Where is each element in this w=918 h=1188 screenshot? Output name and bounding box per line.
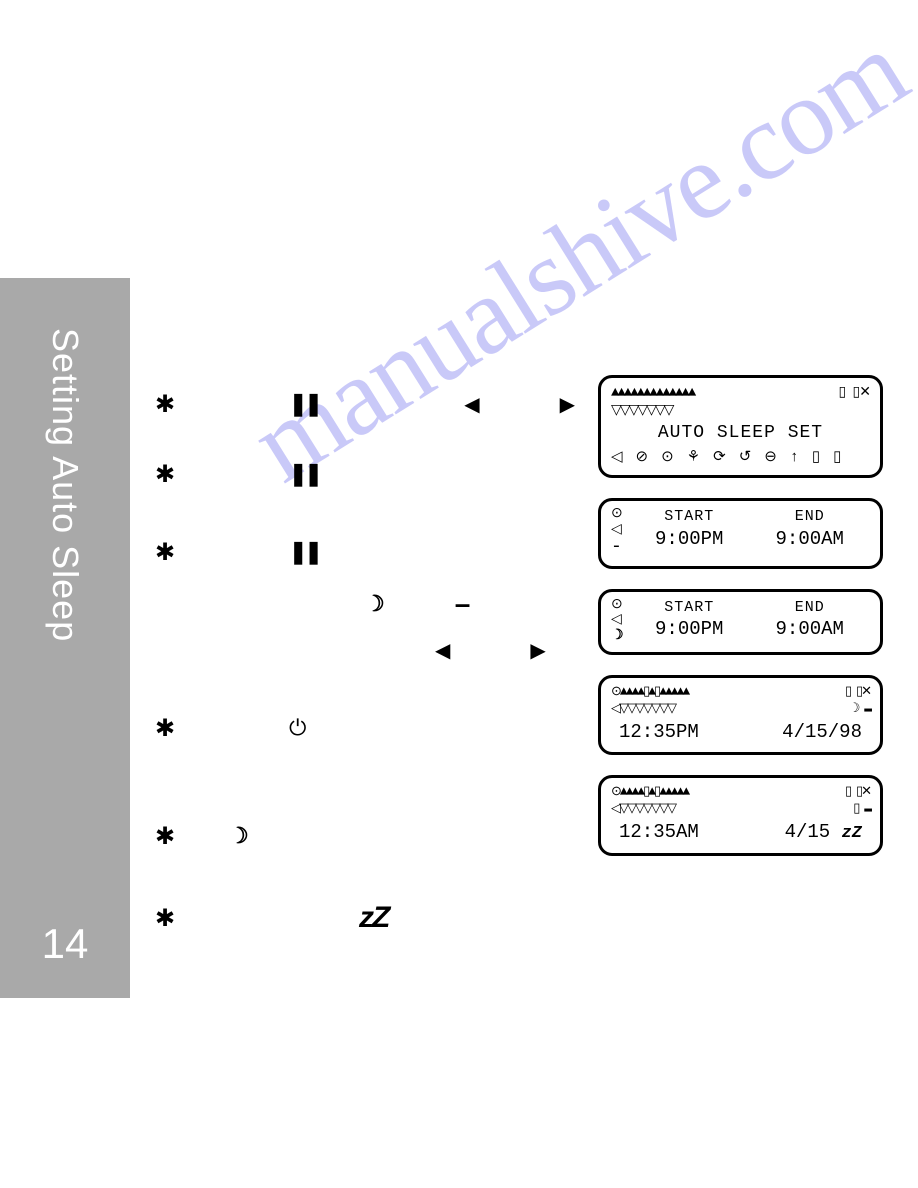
status-icons: ▯ ▯✕	[845, 784, 870, 801]
moon-icon: ☽	[365, 591, 385, 617]
status-icons: ▯ ▬	[853, 801, 870, 818]
prefix-icon: -	[611, 538, 629, 558]
lcd-title: AUTO SLEEP SET	[611, 420, 870, 447]
status-icons: ▯ ▯✕	[845, 684, 870, 701]
lcd-icon-row: ◁ ⊘ ⊙ ⚘ ⟳ ↺ ⊖ ↑ ▯ ▯	[611, 448, 870, 468]
time-display: 12:35AM	[619, 820, 699, 845]
step-3c: ◀ ▶	[155, 626, 575, 674]
triangle-row-icon: ◁▽▽▽▽▽▽▽	[611, 801, 675, 818]
moon-icon: ☽	[611, 629, 629, 644]
end-label: END	[776, 598, 844, 618]
right-arrow-icon: ▶	[560, 392, 575, 417]
pause-icon: ❚❚	[289, 461, 320, 487]
pause-icon: ❚❚	[289, 539, 320, 565]
sleep-zz-icon: zZ	[842, 824, 862, 843]
date-display: 4/15/98	[782, 720, 862, 745]
target-icon: ⊙	[611, 507, 629, 522]
page-number: 14	[42, 920, 89, 968]
start-time: 9:00PM	[655, 527, 723, 552]
status-icons: ▯ ▯✕	[838, 384, 870, 402]
lcd-screen-5: ⊙▲▲▲▲▯▲▯▲▲▲▲▲ ▯ ▯✕ ◁▽▽▽▽▽▽▽ ▯ ▬ 12:35AM …	[598, 775, 883, 856]
lcd-side-icons: ⊙ ◁ -	[611, 507, 629, 558]
instruction-steps: ✱ ❚❚ ◀ ▶ ✱ ❚❚ ✱ ❚❚ ☽ – ◀ ▶ ✱ ⏻ ✱ ☽ ✱ zZ	[155, 380, 575, 942]
bullet-icon: ✱	[155, 460, 179, 489]
lcd-screen-1: ▲▲▲▲▲▲▲▲▲▲▲▲▲ ▯ ▯✕ ▽▽▽▽▽▽▽ AUTO SLEEP SE…	[598, 375, 883, 478]
start-label: START	[655, 598, 723, 618]
step-3b: ☽ –	[155, 580, 575, 628]
speaker-icon: ◁	[611, 613, 629, 628]
triangle-row-icon: ⊙▲▲▲▲▯▲▯▲▲▲▲▲	[611, 784, 688, 801]
left-arrow-icon: ◀	[435, 638, 450, 663]
dash-icon: –	[455, 588, 471, 620]
start-time: 9:00PM	[655, 617, 723, 642]
end-time: 9:00AM	[776, 617, 844, 642]
pause-icon: ❚❚	[289, 391, 320, 417]
status-icons: ☽ ▬	[849, 701, 870, 718]
lcd-side-icons: ⊙ ◁ ☽	[611, 598, 629, 644]
sleep-zz-icon: zZ	[359, 901, 388, 935]
date-display: 4/15	[785, 821, 831, 843]
start-label: START	[655, 507, 723, 527]
step-1: ✱ ❚❚ ◀ ▶	[155, 380, 575, 428]
section-title: Setting Auto Sleep	[44, 328, 86, 642]
lcd-screens: ▲▲▲▲▲▲▲▲▲▲▲▲▲ ▯ ▯✕ ▽▽▽▽▽▽▽ AUTO SLEEP SE…	[598, 375, 883, 856]
bullet-icon: ✱	[155, 714, 179, 743]
bullet-icon: ✱	[155, 538, 179, 567]
speaker-icon: ◁	[611, 523, 629, 538]
end-label: END	[776, 507, 844, 527]
time-display: 12:35PM	[619, 720, 699, 745]
right-arrow-icon: ▶	[530, 638, 545, 663]
sidebar: Setting Auto Sleep 14	[0, 278, 130, 998]
power-icon: ⏻	[289, 715, 306, 741]
left-arrow-icon: ◀	[464, 392, 479, 417]
triangle-row-icon: ⊙▲▲▲▲▯▲▯▲▲▲▲▲	[611, 684, 688, 701]
target-icon: ⊙	[611, 598, 629, 613]
lcd-screen-2: ⊙ ◁ - START 9:00PM END 9:00AM	[598, 498, 883, 569]
step-2: ✱ ❚❚	[155, 450, 575, 498]
step-6: ✱ zZ	[155, 894, 575, 942]
step-4: ✱ ⏻	[155, 704, 575, 752]
triangle-row-icon: ◁▽▽▽▽▽▽▽	[611, 701, 675, 718]
bullet-icon: ✱	[155, 904, 179, 933]
moon-icon: ☽	[229, 823, 249, 849]
lcd-screen-3: ⊙ ◁ ☽ START 9:00PM END 9:00AM	[598, 589, 883, 655]
lcd-screen-4: ⊙▲▲▲▲▯▲▯▲▲▲▲▲ ▯ ▯✕ ◁▽▽▽▽▽▽▽ ☽ ▬ 12:35PM …	[598, 675, 883, 755]
bullet-icon: ✱	[155, 390, 179, 419]
end-time: 9:00AM	[776, 527, 844, 552]
step-5: ✱ ☽	[155, 812, 575, 860]
triangle-row-icon: ▽▽▽▽▽▽▽	[611, 402, 672, 420]
step-3a: ✱ ❚❚	[155, 528, 575, 576]
triangle-row-icon: ▲▲▲▲▲▲▲▲▲▲▲▲▲	[611, 384, 694, 402]
bullet-icon: ✱	[155, 822, 179, 851]
